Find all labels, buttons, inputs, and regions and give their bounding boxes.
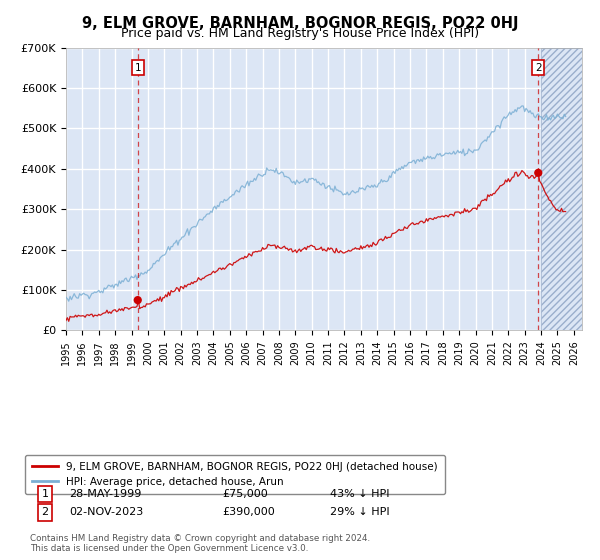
Text: 02-NOV-2023: 02-NOV-2023: [69, 507, 143, 517]
Text: 2: 2: [41, 507, 49, 517]
Point: [133, 296, 143, 305]
Text: 28-MAY-1999: 28-MAY-1999: [69, 489, 142, 499]
Text: 29% ↓ HPI: 29% ↓ HPI: [330, 507, 389, 517]
Text: Price paid vs. HM Land Registry's House Price Index (HPI): Price paid vs. HM Land Registry's House …: [121, 27, 479, 40]
Legend: 9, ELM GROVE, BARNHAM, BOGNOR REGIS, PO22 0HJ (detached house), HPI: Average pri: 9, ELM GROVE, BARNHAM, BOGNOR REGIS, PO2…: [25, 455, 445, 494]
Text: 2: 2: [535, 63, 542, 73]
Point: [533, 169, 543, 178]
Text: £390,000: £390,000: [222, 507, 275, 517]
Text: 1: 1: [41, 489, 49, 499]
Text: Contains HM Land Registry data © Crown copyright and database right 2024.
This d: Contains HM Land Registry data © Crown c…: [30, 534, 370, 553]
Text: £75,000: £75,000: [222, 489, 268, 499]
Text: 1: 1: [134, 63, 141, 73]
Bar: [541, 48, 582, 330]
Text: 9, ELM GROVE, BARNHAM, BOGNOR REGIS, PO22 0HJ: 9, ELM GROVE, BARNHAM, BOGNOR REGIS, PO2…: [82, 16, 518, 31]
Text: 43% ↓ HPI: 43% ↓ HPI: [330, 489, 389, 499]
